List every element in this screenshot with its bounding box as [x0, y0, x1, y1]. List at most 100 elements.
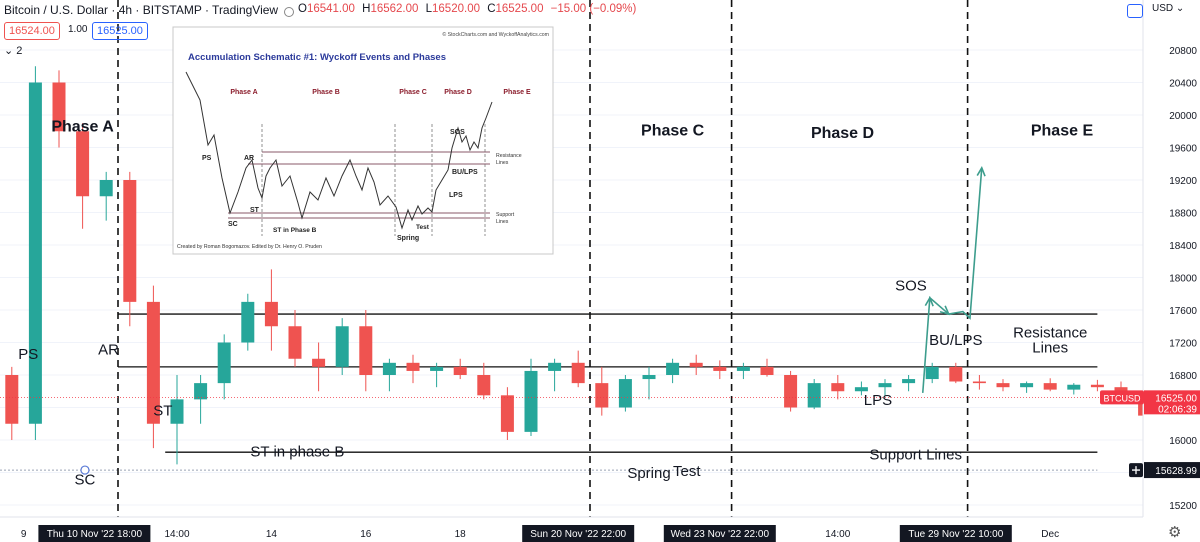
- price-tick-label: 20800: [1169, 46, 1197, 57]
- candle-body: [831, 383, 845, 392]
- time-tick-label: 14:00: [825, 529, 850, 540]
- candle-body: [925, 366, 939, 380]
- ohlc-change-value: −15.00 (−0.09%): [550, 3, 637, 15]
- crosshair-time-label: Sun 20 Nov '22 22:00: [530, 529, 626, 540]
- candle-body: [595, 383, 609, 408]
- candle-body: [288, 326, 302, 359]
- inset-level-lines: [228, 151, 490, 219]
- price-tick-label: 18000: [1169, 274, 1197, 285]
- market-status-icon[interactable]: [284, 7, 294, 17]
- candle-body: [571, 362, 585, 384]
- ohlc-open-value: 16541.00: [306, 3, 355, 15]
- inset-event-lps: LPS: [449, 192, 463, 199]
- event-label: Spring: [627, 465, 670, 482]
- inset-phase-d: Phase D: [444, 89, 472, 96]
- price-axis-background: [1143, 0, 1200, 542]
- candle-body: [666, 362, 680, 375]
- inset-event-st-phase-b: ST in Phase B: [273, 227, 317, 234]
- phase-label: Phase D: [811, 125, 874, 142]
- candle-body: [618, 379, 632, 408]
- candle-body: [5, 375, 19, 424]
- price-tick-label: 18400: [1169, 241, 1197, 252]
- inset-event-sc: SC: [228, 221, 238, 228]
- candle-body: [264, 301, 278, 327]
- candle-body: [524, 370, 538, 432]
- crosshair-price-tag: [1144, 462, 1200, 479]
- indicator-toggle[interactable]: ⌄ 2: [4, 44, 22, 57]
- currency-selector[interactable]: USD ⌄: [1152, 3, 1184, 14]
- sell-price-button[interactable]: 16524.00: [4, 22, 60, 40]
- candle-body: [642, 375, 656, 380]
- symbol-tag-label: BTCUSD: [1103, 393, 1141, 403]
- indicator-count: 2: [16, 45, 23, 57]
- spread-value: 1.00: [68, 24, 88, 35]
- symbol-title[interactable]: Bitcoin / U.S. Dollar · 4h · BITSTAMP · …: [4, 3, 279, 17]
- sc-marker: [80, 465, 90, 475]
- time-tick-label: 18: [455, 529, 467, 540]
- ohlc-high-value: 16562.00: [370, 3, 419, 15]
- chevron-down-icon: ⌄: [4, 45, 14, 57]
- candle-body: [123, 180, 137, 302]
- price-tick-label: 16800: [1169, 371, 1197, 382]
- crosshair-time-label: Thu 10 Nov '22 18:00: [47, 529, 143, 540]
- event-label: Test: [673, 463, 701, 480]
- inset-event-ar: AR: [244, 155, 254, 162]
- buy-price-button[interactable]: 16525.00: [92, 22, 148, 40]
- ohlc-high-key: H: [362, 3, 371, 15]
- candle-body: [1043, 383, 1057, 390]
- candle-body: [406, 362, 420, 371]
- inset-title: Accumulation Schematic #1: Wyckoff Event…: [188, 52, 446, 63]
- time-tick-label: 9: [21, 529, 27, 540]
- price-tick-label: 16000: [1169, 436, 1197, 447]
- inset-phase-c: Phase C: [399, 89, 427, 96]
- inset-support-label-2: Lines: [496, 219, 509, 225]
- price-axis[interactable]: 1520015600160001640016800172001760018000…: [1100, 0, 1200, 542]
- price-tick-label: 17600: [1169, 306, 1197, 317]
- currency-label: USD: [1152, 3, 1174, 14]
- crosshair-time-tag: [663, 525, 776, 542]
- ohlc-low-key: L: [425, 3, 433, 15]
- inset-price-path: [185, 71, 493, 230]
- current-price-label: 16525.00: [1155, 393, 1197, 404]
- event-label: PS: [18, 346, 38, 363]
- symbol-tag: [1100, 390, 1144, 405]
- inset-resistance-label-1: Resistance: [496, 153, 522, 159]
- chevron-down-icon: ⌄: [1175, 3, 1185, 14]
- crosshair-time-label: Wed 23 Nov '22 22:00: [671, 529, 770, 540]
- candle-body: [878, 383, 892, 388]
- ohlc-open-key: O: [298, 3, 307, 15]
- countdown-label: 02:06:39: [1158, 404, 1197, 415]
- candle-body: [146, 301, 160, 424]
- projection-path: [921, 167, 983, 393]
- inset-support-label-1: Support: [496, 212, 515, 218]
- ohlc-close-value: 16525.00: [495, 3, 544, 15]
- candle-body: [736, 366, 750, 371]
- price-tick-label: 18800: [1169, 209, 1197, 220]
- inset-credit: © StockCharts.com and WyckoffAnalytics.c…: [442, 31, 549, 38]
- current-price-tag: [1144, 390, 1200, 415]
- inset-phase-b: Phase B: [312, 89, 340, 96]
- event-label: Support Lines: [869, 447, 962, 464]
- inset-event-ps: PS: [202, 155, 212, 162]
- inset-resistance-label-2: Lines: [496, 160, 509, 166]
- candle-body: [1114, 387, 1128, 392]
- crosshair-time-tag: [899, 525, 1012, 542]
- gear-icon[interactable]: ⚙: [1168, 524, 1182, 541]
- time-tick-label: Dec: [1041, 529, 1059, 540]
- candle-body: [359, 326, 373, 375]
- inset-footer: Created by Roman Bogomazov. Edited by Dr…: [177, 244, 322, 250]
- price-tick-label: 19600: [1169, 144, 1197, 155]
- arrow-head-markup: [976, 165, 986, 177]
- candle-body: [713, 366, 727, 371]
- projection-arrow: [921, 165, 986, 393]
- ohlc-close-key: C: [487, 3, 496, 15]
- crosshair-price-label: 15628.99: [1155, 466, 1197, 477]
- candle-body: [335, 326, 349, 367]
- price-tick-label: 20000: [1169, 111, 1197, 122]
- currency-icon[interactable]: [1127, 4, 1143, 18]
- candle-body: [1020, 383, 1034, 388]
- candle-body: [760, 366, 774, 375]
- price-tick-label: 15200: [1169, 501, 1197, 512]
